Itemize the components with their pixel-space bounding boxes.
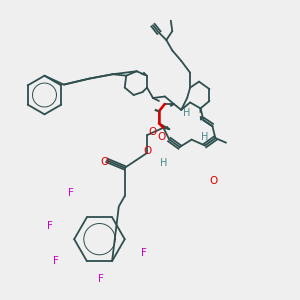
Text: O: O (158, 132, 166, 142)
Polygon shape (166, 126, 169, 129)
Polygon shape (142, 72, 147, 76)
Text: O: O (209, 176, 217, 186)
Text: F: F (98, 274, 104, 284)
Text: H: H (201, 132, 209, 142)
Text: O: O (101, 157, 109, 167)
Text: F: F (68, 188, 74, 198)
Text: O: O (149, 127, 157, 137)
Text: F: F (53, 256, 59, 266)
Text: F: F (47, 221, 53, 231)
Text: O: O (143, 146, 152, 156)
Text: H: H (160, 158, 167, 168)
Text: H: H (184, 108, 191, 118)
Text: F: F (141, 248, 147, 257)
